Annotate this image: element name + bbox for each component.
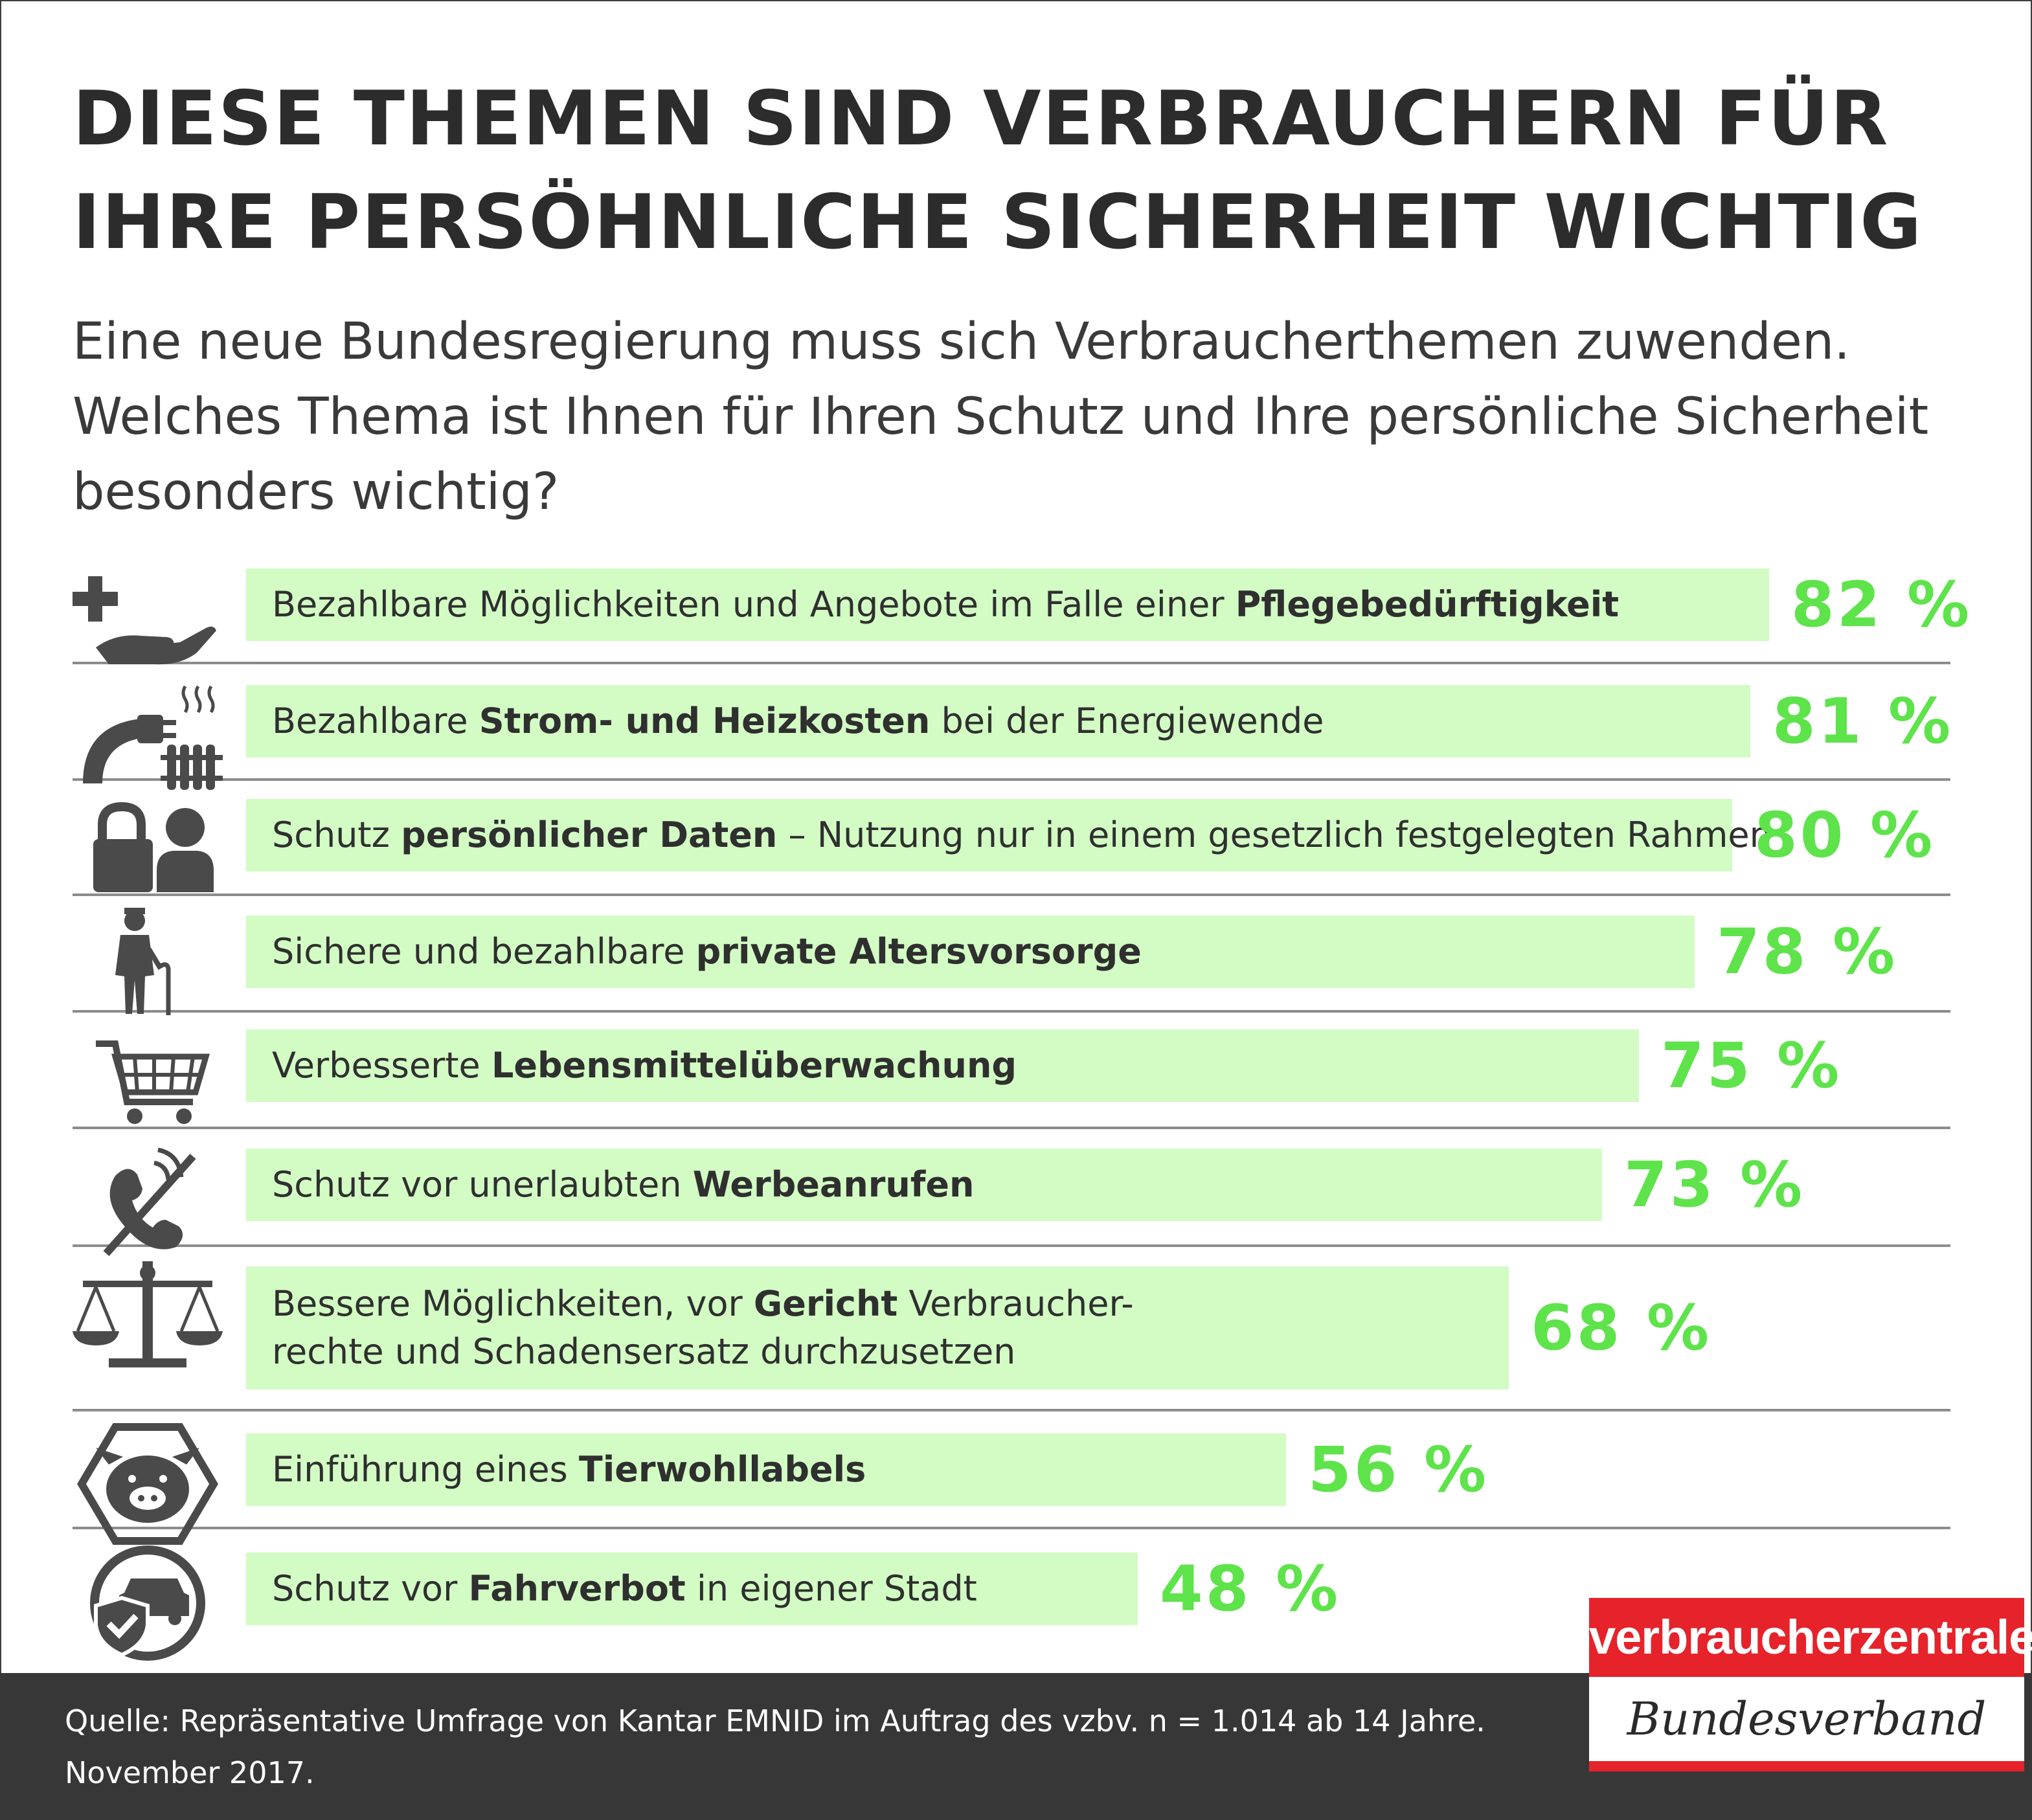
value-label: 48 % bbox=[1160, 1553, 1341, 1625]
bar bbox=[246, 1553, 1138, 1625]
car-shield-icon bbox=[70, 1541, 225, 1664]
row-separator bbox=[73, 1527, 1950, 1529]
plug-radiator-icon bbox=[70, 673, 225, 796]
value-label: 75 % bbox=[1661, 1029, 1842, 1102]
logo-wordmark: verbraucherzentrale bbox=[1589, 1598, 2032, 1677]
page-title: DIESE THEMEN SIND VERBRAUCHERN FÜR IHRE … bbox=[73, 67, 1923, 275]
title-line-1: DIESE THEMEN SIND VERBRAUCHERN FÜR bbox=[73, 75, 1890, 163]
bar-label: Bessere Möglichkeiten, vor Gericht Verbr… bbox=[272, 1283, 1134, 1372]
pig-label-icon bbox=[70, 1422, 225, 1545]
bar-label: Schutz persönlicher Daten – Nutzung nur … bbox=[272, 815, 1772, 855]
row-separator bbox=[73, 893, 1950, 896]
title-line-2: IHRE PERSÖHNLICHE SICHERHEIT WICHTIG bbox=[73, 179, 1923, 266]
value-label: 80 % bbox=[1754, 799, 1936, 871]
logo-subline: Bundesverband bbox=[1627, 1692, 1987, 1746]
bar bbox=[246, 1029, 1639, 1102]
infographic-frame bbox=[0, 0, 2032, 1674]
source-note: Quelle: Repräsentative Umfrage von Kanta… bbox=[65, 1695, 1554, 1799]
bar bbox=[246, 1149, 1602, 1221]
source-line-2: November 2017. bbox=[65, 1755, 315, 1790]
lock-person-icon bbox=[70, 787, 225, 910]
shopping-cart-icon bbox=[70, 1018, 225, 1141]
row-separator bbox=[73, 1409, 1950, 1411]
value-label: 82 % bbox=[1791, 568, 1972, 641]
subtitle-line-3: besonders wichtig? bbox=[73, 463, 559, 521]
value-label: 81 % bbox=[1772, 685, 1954, 758]
no-phone-calls-icon bbox=[70, 1137, 225, 1260]
bar-label: Schutz vor Fahrverbot in eigener Stadt bbox=[272, 1568, 977, 1609]
bar bbox=[246, 685, 1750, 758]
bar-label: Schutz vor unerlaubten Werbeanrufen bbox=[272, 1164, 975, 1205]
survey-question: Eine neue Bundesregierung muss sich Verb… bbox=[73, 304, 1950, 530]
row-separator bbox=[73, 1127, 1950, 1129]
bar-label: Bezahlbare Möglichkeiten und Angebote im… bbox=[272, 584, 1620, 625]
bar-label: Bezahlbare Strom- und Heizkosten bei der… bbox=[272, 701, 1324, 741]
scales-icon bbox=[70, 1255, 225, 1378]
bar bbox=[246, 799, 1732, 871]
bar bbox=[246, 1433, 1286, 1506]
value-label: 78 % bbox=[1717, 916, 1898, 988]
source-line-1: Quelle: Repräsentative Umfrage von Kanta… bbox=[65, 1703, 1485, 1738]
bar bbox=[246, 568, 1769, 641]
logo-strip bbox=[1589, 1761, 2024, 1771]
row-separator bbox=[73, 1010, 1950, 1013]
row-separator bbox=[73, 662, 1950, 664]
bar-label: Verbesserte Lebensmittelüberwachung bbox=[272, 1045, 1017, 1086]
elderly-person-icon bbox=[70, 904, 225, 1027]
value-label: 68 % bbox=[1531, 1292, 1712, 1364]
value-label: 73 % bbox=[1624, 1149, 1805, 1221]
value-label: 56 % bbox=[1308, 1433, 1489, 1506]
row-separator bbox=[73, 1244, 1950, 1247]
vzbv-logo: verbraucherzentrale Bundesverband bbox=[1589, 1598, 2032, 1771]
subtitle-line-1: Eine neue Bundesregierung muss sich Verb… bbox=[73, 313, 1851, 371]
care-hand-icon bbox=[70, 557, 225, 680]
row-separator bbox=[73, 778, 1950, 781]
bar bbox=[246, 916, 1695, 988]
bar-label: Sichere und bezahlbare private Altersvor… bbox=[272, 931, 1142, 972]
bar-label: Einführung eines Tierwohllabels bbox=[272, 1449, 866, 1490]
subtitle-line-2: Welches Thema ist Ihnen für Ihren Schutz… bbox=[73, 388, 1929, 446]
bar bbox=[246, 1266, 1509, 1389]
